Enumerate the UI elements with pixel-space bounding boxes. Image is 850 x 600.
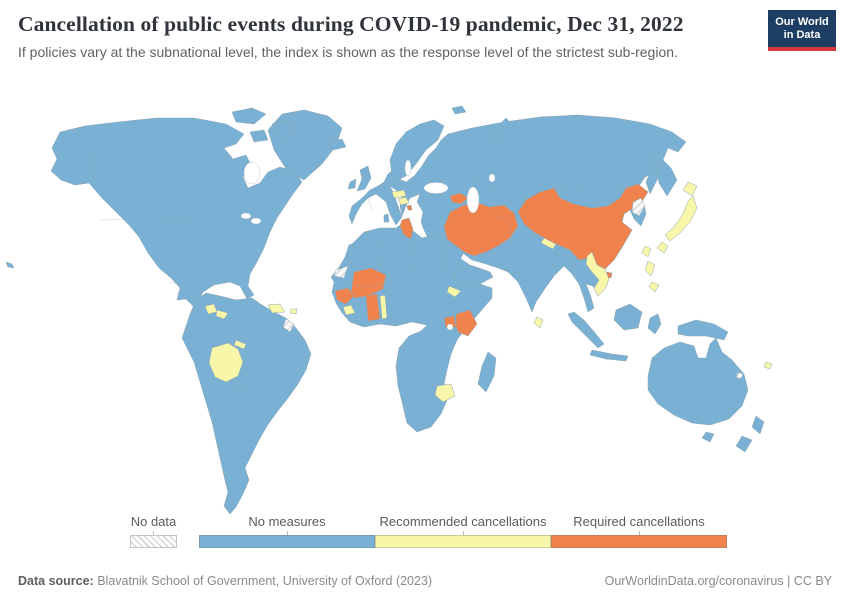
region-togo[interactable] [379, 294, 388, 320]
data-source: Data source: Blavatnik School of Governm… [18, 574, 432, 588]
region-arctic-island[interactable] [271, 119, 297, 139]
region-iceland[interactable] [327, 138, 347, 151]
credit-text[interactable]: OurWorldinData.org/coronavirus | CC BY [604, 574, 832, 588]
region-hawaii[interactable] [5, 261, 15, 269]
page-subtitle: If policies vary at the subnational leve… [18, 44, 678, 60]
region-mali[interactable] [350, 267, 387, 299]
region-caucasus[interactable] [449, 192, 469, 205]
country-borders [91, 145, 709, 455]
legend-no-measures-swatch[interactable] [199, 535, 375, 548]
caspian-sea [466, 186, 480, 214]
legend-required-swatch[interactable] [551, 535, 727, 548]
choropleth-map-svg[interactable] [0, 86, 850, 515]
region-novaya-zemlya[interactable] [491, 117, 511, 143]
region-tasmania[interactable] [701, 431, 715, 443]
region-sri-lanka[interactable] [533, 316, 544, 329]
region-north-america[interactable] [50, 117, 303, 354]
region-ireland[interactable] [347, 178, 357, 190]
region-puerto-rico[interactable] [289, 308, 298, 315]
chart-header: Cancellation of public events during COV… [18, 12, 740, 60]
baltic-sea [404, 159, 412, 177]
region-borneo[interactable] [613, 303, 643, 331]
region-new-guinea[interactable] [677, 319, 729, 341]
map-legend[interactable]: No data No measures Recommended cancella… [130, 514, 727, 554]
legend-tick [153, 531, 154, 535]
region-philippines-luzon[interactable] [644, 260, 656, 277]
region-vietnam-laos[interactable] [585, 251, 610, 297]
region-liberia[interactable] [342, 304, 356, 316]
region-austria[interactable] [391, 189, 407, 199]
black-sea [423, 182, 449, 194]
region-tunisia[interactable] [399, 217, 414, 240]
region-svalbard[interactable] [451, 105, 467, 115]
legend-tick [462, 531, 464, 535]
region-bolivia[interactable] [208, 342, 244, 383]
region-eritrea[interactable] [446, 285, 462, 298]
legend-no-data-label: No data [130, 514, 177, 529]
region-uganda[interactable] [443, 315, 457, 329]
legend-required[interactable]: Required cancellations [551, 514, 727, 548]
legend-tick [286, 531, 288, 535]
region-western-sahara[interactable] [333, 265, 349, 279]
region-java[interactable] [589, 349, 629, 362]
region-japan-hokkaido[interactable] [682, 181, 698, 197]
region-sakhalin[interactable] [645, 155, 659, 195]
legend-no-data-swatch[interactable] [130, 535, 177, 548]
region-honduras[interactable] [215, 309, 229, 320]
data-source-label: Data source: [18, 574, 94, 588]
owid-logo: Our World in Data [768, 10, 836, 51]
legend-label: Required cancellations [573, 514, 705, 529]
great-lakes [250, 217, 262, 225]
region-australia[interactable] [647, 337, 749, 426]
hudson-bay [243, 161, 261, 185]
region-japan-kyushu[interactable] [656, 241, 669, 254]
region-new-zealand-north[interactable] [751, 415, 765, 435]
region-fiji[interactable] [763, 361, 773, 370]
region-zimbabwe[interactable] [434, 383, 456, 403]
legend-no-measures[interactable]: No measures [199, 514, 375, 548]
legend-recommended-swatch[interactable] [375, 535, 551, 548]
owid-logo-line2: in Data [783, 29, 821, 41]
region-philippines-mindanao[interactable] [648, 281, 660, 293]
region-scandinavia[interactable] [389, 119, 445, 181]
region-croatia[interactable] [397, 196, 410, 206]
world-map[interactable] [0, 86, 850, 515]
lake-victoria [446, 323, 454, 331]
region-new-zealand-south[interactable] [735, 435, 753, 453]
region-sardinia[interactable] [383, 213, 390, 223]
region-guinea-sierra-leone[interactable] [334, 287, 355, 305]
legend-no-data[interactable]: No data [130, 514, 177, 548]
legend-label: Recommended cancellations [379, 514, 547, 529]
region-hispaniola[interactable] [267, 303, 286, 314]
region-nepal[interactable] [540, 237, 557, 250]
region-sulawesi[interactable] [647, 313, 662, 335]
region-japan-honshu[interactable] [664, 195, 698, 242]
region-french-guiana[interactable] [282, 318, 295, 333]
legend-tick [638, 531, 640, 535]
region-ghana[interactable] [365, 293, 381, 322]
region-madagascar[interactable] [477, 351, 497, 393]
region-sumatra[interactable] [567, 311, 605, 349]
region-arctic-island[interactable] [249, 129, 269, 143]
region-china[interactable] [517, 183, 649, 270]
chart-footer: Data source: Blavatnik School of Governm… [18, 574, 832, 588]
legend-recommended[interactable]: Recommended cancellations [375, 514, 551, 548]
page-title: Cancellation of public events during COV… [18, 12, 684, 36]
region-kenya[interactable] [455, 309, 478, 337]
region-north-korea[interactable] [631, 197, 646, 217]
region-vanuatu[interactable] [735, 371, 744, 380]
data-source-text: Blavatnik School of Government, Universi… [93, 574, 433, 588]
region-montenegro[interactable] [406, 204, 413, 211]
region-taiwan[interactable] [641, 245, 652, 258]
owid-logo-line1: Our World [775, 16, 829, 28]
region-arctic-island[interactable] [231, 107, 267, 125]
region-united-kingdom[interactable] [356, 165, 372, 192]
region-panama[interactable] [233, 339, 247, 350]
legend-label: No measures [248, 514, 326, 529]
great-lakes [240, 212, 252, 220]
aral-sea [488, 173, 496, 183]
